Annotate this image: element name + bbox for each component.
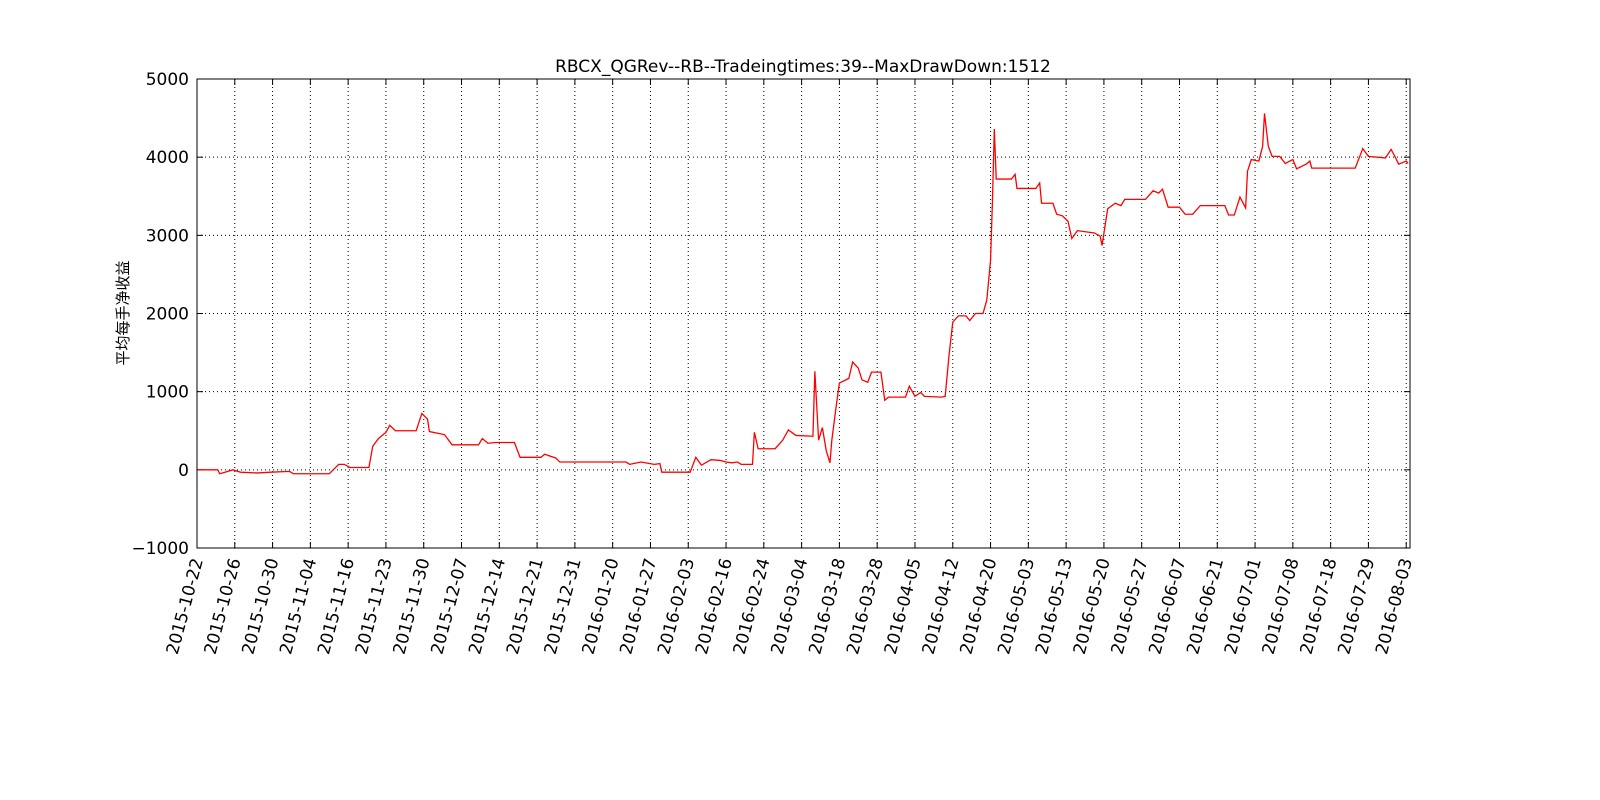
line-series	[197, 113, 1409, 475]
plot-frame	[196, 78, 1411, 549]
y-tick-label: 5000	[146, 70, 189, 90]
y-tick-label: 0	[178, 461, 189, 481]
y-tick-label: −1000	[131, 539, 189, 559]
y-tick-label: 2000	[146, 305, 189, 325]
chart-title: RBCX_QGRev--RB--Tradeingtimes:39--MaxDra…	[555, 57, 1051, 77]
y-tick-label: 1000	[146, 383, 189, 403]
y-axis-label: 平均每手净收益	[114, 260, 132, 365]
y-tick-label: 4000	[146, 148, 189, 168]
y-tick-label: 3000	[146, 226, 189, 246]
